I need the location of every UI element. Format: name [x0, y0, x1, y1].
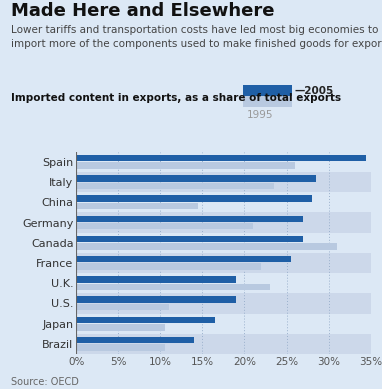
- Bar: [76, 236, 303, 242]
- Bar: [76, 284, 270, 290]
- Bar: [76, 314, 371, 334]
- Bar: [76, 263, 261, 270]
- Text: Made Here and Elsewhere: Made Here and Elsewhere: [11, 2, 275, 20]
- Bar: [76, 334, 371, 354]
- Bar: [76, 276, 236, 283]
- Text: —2005: —2005: [294, 86, 333, 96]
- Bar: [76, 212, 371, 233]
- Bar: [76, 162, 295, 169]
- Bar: [76, 192, 371, 212]
- Bar: [76, 175, 316, 182]
- Bar: [76, 344, 165, 351]
- Bar: [76, 195, 312, 202]
- Bar: [76, 152, 371, 172]
- Bar: [76, 233, 371, 253]
- Bar: [76, 293, 371, 314]
- Bar: [76, 253, 371, 273]
- Text: Source: OECD: Source: OECD: [11, 377, 79, 387]
- Bar: [76, 182, 274, 189]
- Bar: [76, 203, 198, 209]
- Bar: [76, 216, 303, 222]
- Bar: [76, 317, 215, 323]
- Bar: [76, 243, 337, 250]
- Text: 1995: 1995: [246, 110, 273, 120]
- Bar: [76, 324, 165, 331]
- Bar: [76, 155, 366, 161]
- Bar: [76, 223, 253, 230]
- Bar: [76, 337, 194, 343]
- Bar: [76, 172, 371, 192]
- Text: Lower tariffs and transportation costs have led most big economies to
import mor: Lower tariffs and transportation costs h…: [11, 25, 382, 49]
- Bar: [76, 296, 236, 303]
- Text: Imported content in exports, as a share of total exports: Imported content in exports, as a share …: [11, 93, 342, 103]
- Bar: [76, 273, 371, 293]
- Bar: [76, 256, 291, 263]
- Bar: [76, 304, 169, 310]
